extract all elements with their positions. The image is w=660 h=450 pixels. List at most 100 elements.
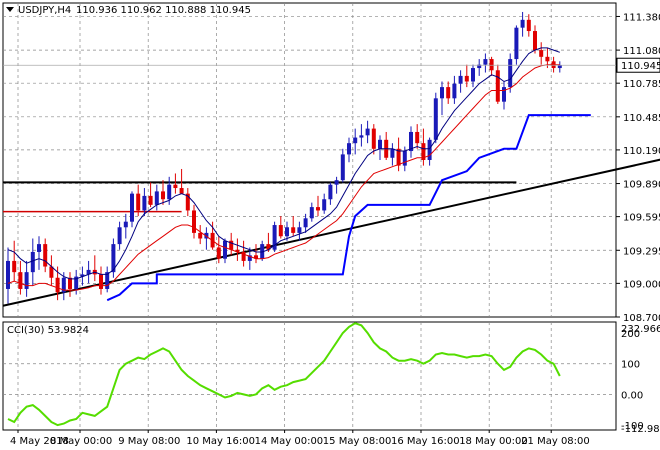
candle-body — [440, 87, 444, 99]
candle-body — [18, 272, 23, 289]
candle-body — [489, 59, 494, 71]
price-tick-label: 109.595 — [623, 213, 660, 224]
indicator-lines — [7, 47, 591, 302]
candle-body — [198, 232, 203, 239]
candle-body — [148, 195, 153, 205]
candle-body — [495, 70, 500, 102]
candle-body — [328, 184, 333, 200]
candle-body — [303, 218, 308, 228]
candle-body — [229, 240, 234, 250]
price-tick-label: 111.080 — [623, 46, 660, 57]
candle-body — [285, 227, 289, 237]
price-tick-label: 110.785 — [623, 79, 660, 90]
grid — [3, 3, 616, 430]
candle-body — [167, 184, 172, 200]
candle-body — [539, 50, 544, 57]
candle-body — [173, 184, 178, 189]
candle-body — [12, 260, 17, 273]
horizontal-levels — [2, 158, 660, 307]
candle-body — [415, 131, 420, 144]
candle-body — [297, 227, 302, 233]
candle-body — [49, 266, 54, 278]
trendline — [2, 158, 660, 307]
trailing-stop-line — [106, 114, 591, 302]
candle-body — [421, 143, 426, 160]
candle-body — [396, 148, 401, 166]
price-tick-label: 110.190 — [623, 146, 660, 157]
candle-body — [433, 98, 438, 140]
candle-body — [533, 31, 537, 51]
price-tick-label: 109.295 — [623, 246, 660, 257]
candle-body — [291, 227, 296, 233]
candle-body — [130, 193, 134, 222]
price-tick-label: 111.380 — [623, 12, 660, 23]
current-price-box — [616, 57, 660, 73]
candle-body — [223, 240, 227, 259]
symbol-label: USDJPY,H4 — [18, 5, 71, 16]
cci-line — [7, 322, 561, 427]
candle-body — [458, 75, 463, 84]
candle-body — [192, 210, 196, 233]
candle-body — [353, 137, 358, 144]
time-tick-label: 21 May 08:00 — [521, 436, 590, 447]
cci-label: CCI(30) 53.9824 — [7, 325, 89, 336]
time-tick-label: 16 May 16:00 — [391, 436, 460, 447]
current-price-label: 110.945 — [621, 61, 660, 72]
candle-body — [74, 276, 79, 289]
candle-body — [99, 274, 103, 289]
candle-body — [452, 83, 457, 99]
time-tick-label: 8 May 00:00 — [50, 436, 112, 447]
candle-body — [316, 207, 320, 211]
candle-body — [471, 68, 475, 82]
candle-body — [216, 247, 221, 259]
candle-body — [322, 199, 327, 211]
cci-tick-label: 100 — [621, 360, 640, 371]
cci-lines — [7, 322, 561, 427]
candle-body — [6, 260, 10, 289]
ma-slow-line — [7, 64, 560, 291]
candle-body — [477, 64, 482, 69]
candle-body — [43, 244, 48, 267]
candle-body — [483, 59, 488, 65]
time-tick-label: 14 May 00:00 — [255, 436, 324, 447]
cci-tick-label: 0.00 — [621, 390, 643, 401]
price-axis: 111.380 111.080 110.785 110.485 110.190 109.8… — [3, 12, 660, 324]
candle-body — [185, 193, 190, 211]
candle-body — [427, 139, 432, 160]
candle-body — [340, 154, 345, 181]
candle-body — [179, 188, 184, 194]
price-tick-label: 108.700 — [623, 313, 660, 324]
time-tick-label: 15 May 08:00 — [323, 436, 392, 447]
candle-body — [520, 19, 525, 28]
ohlc-label: 110.936 110.962 110.888 110.945 — [76, 5, 251, 16]
candle-body — [508, 59, 513, 88]
candle-body — [409, 131, 413, 152]
candles — [6, 11, 562, 304]
candle-body — [86, 269, 91, 275]
candle-body — [68, 277, 72, 289]
candle-body — [347, 143, 351, 155]
candle-body — [371, 128, 376, 149]
candle-body — [30, 251, 35, 273]
time-tick-label: 9 May 08:00 — [118, 436, 180, 447]
candle-body — [266, 244, 271, 250]
candle-body — [260, 244, 265, 259]
candle-body — [37, 244, 41, 252]
candle-body — [154, 191, 159, 205]
candle-body — [390, 148, 395, 158]
cci-tick-label: 200 — [621, 329, 640, 340]
dropdown-triangle-icon[interactable] — [6, 7, 14, 12]
candle-body — [105, 272, 110, 289]
time-tick-label: 18 May 00:00 — [459, 436, 528, 447]
candle-body — [247, 255, 252, 261]
cci-tick-label: -112.984 — [621, 424, 660, 435]
candle-body — [272, 225, 277, 250]
time-tick-label: 4 May 2018 — [10, 436, 69, 447]
candle-body — [545, 56, 550, 62]
candle-body — [378, 139, 382, 149]
candle-body — [402, 151, 407, 166]
candle-body — [111, 244, 116, 273]
